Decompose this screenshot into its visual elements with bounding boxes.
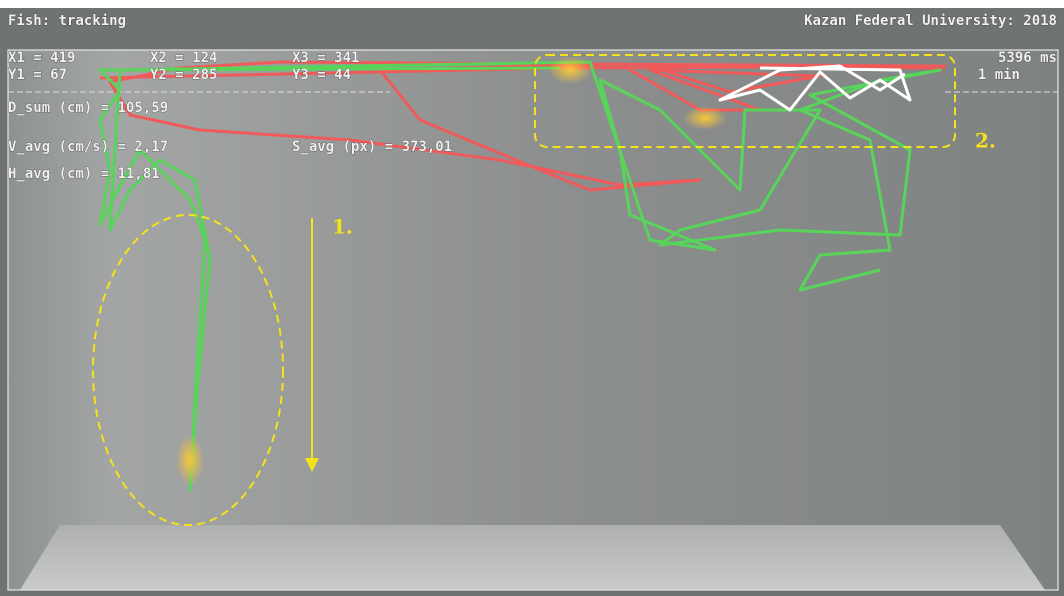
stat: D_sum (cm) = 105,59 xyxy=(8,100,168,116)
coord: Y3 = 44 xyxy=(292,67,351,83)
stat: H_avg (cm) = 11,81 xyxy=(8,166,160,182)
coord: X3 = 341 xyxy=(292,50,359,66)
elapsed: 5396 ms xyxy=(998,50,1057,66)
highlight-ellipse xyxy=(92,214,284,526)
stat: S_avg (px) = 373,01 xyxy=(292,139,452,155)
title: Fish: tracking xyxy=(8,13,126,29)
fish-3 xyxy=(683,106,727,130)
coord: Y2 = 285 xyxy=(150,67,217,83)
duration: 1 min xyxy=(978,67,1020,83)
fish-1 xyxy=(176,434,204,486)
annotation: 1. xyxy=(332,215,353,239)
institution: Kazan Federal University: 2018 xyxy=(804,13,1057,29)
annotation: 2. xyxy=(975,129,996,153)
track-white xyxy=(718,64,912,112)
tank-wall xyxy=(8,50,1058,590)
arrow-head xyxy=(305,458,319,472)
coord: Y1 = 67 xyxy=(8,67,67,83)
tracks xyxy=(98,60,947,492)
stat: V_avg (cm/s) = 2,17 xyxy=(8,139,168,155)
track-red xyxy=(99,60,947,192)
coord: X1 = 419 xyxy=(8,50,75,66)
fish-2 xyxy=(548,56,592,84)
tank-border xyxy=(7,49,1059,591)
tank-floor xyxy=(20,525,1045,590)
coord: X2 = 124 xyxy=(150,50,217,66)
highlight-box xyxy=(534,54,956,148)
